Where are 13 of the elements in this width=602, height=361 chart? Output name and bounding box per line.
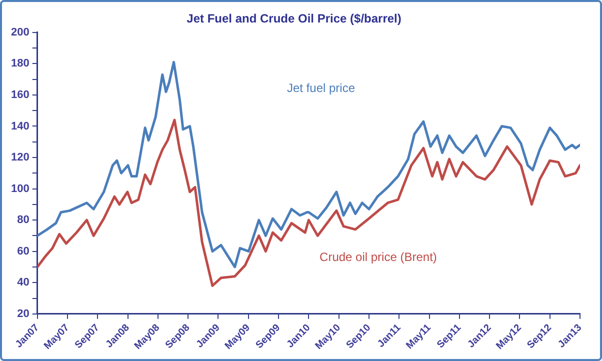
y-tick-label: 140	[10, 120, 30, 132]
y-tick-label: 20	[17, 308, 30, 320]
y-tick-label: 180	[10, 58, 30, 70]
y-tick-label: 120	[10, 152, 30, 164]
y-tick-label: 160	[10, 88, 30, 101]
y-tick-label: 40	[17, 276, 30, 289]
y-tick-label: 80	[17, 214, 30, 226]
y-tick-label: 200	[10, 26, 30, 38]
chart-title: Jet Fuel and Crude Oil Price ($/barrel)	[186, 12, 402, 26]
y-tick-label: 60	[17, 245, 30, 258]
text: Jet fuel price	[286, 81, 356, 96]
series-label: Crude oil price (Brent)	[320, 250, 437, 264]
y-tick-label: 100	[10, 182, 30, 195]
